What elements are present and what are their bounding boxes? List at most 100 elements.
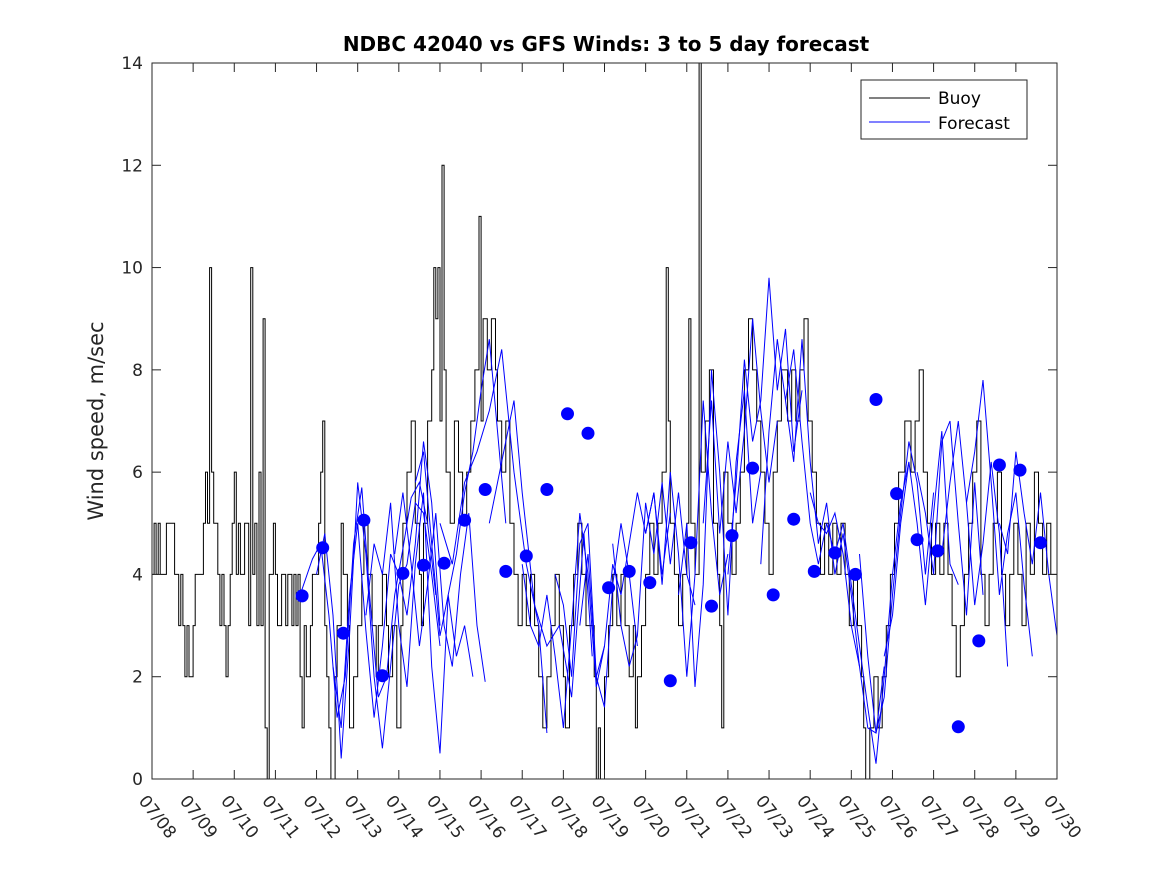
x-tick-label: 07/25 (833, 792, 879, 843)
marker-point (295, 589, 309, 603)
marker-point (910, 533, 924, 547)
marker-point (478, 483, 492, 496)
x-tick-label: 07/08 (134, 792, 180, 843)
x-tick-label: 07/17 (504, 792, 550, 843)
x-tick-label: 07/12 (299, 792, 345, 843)
marker-point (766, 588, 780, 602)
x-tick-label: 07/16 (463, 792, 509, 843)
series-forecast-run-25 (998, 451, 1058, 636)
x-tick-label: 07/26 (875, 792, 921, 843)
marker-point (417, 558, 430, 572)
plot-frame (151, 62, 1058, 780)
series-forecast-run-3 (365, 492, 474, 754)
y-tick-label: 8 (132, 361, 143, 381)
series-forecast-run-5 (414, 339, 507, 636)
marker-point (540, 483, 554, 496)
y-tick-label: 0 (132, 770, 143, 790)
marker-point (684, 536, 698, 550)
marker-point (951, 720, 965, 734)
x-axis: 07/0807/0907/1007/1107/1207/1307/1407/15… (134, 63, 1085, 843)
x-tick-label: 07/19 (587, 792, 633, 843)
y-tick-label: 12 (121, 156, 143, 176)
marker-point (663, 674, 677, 688)
x-tick-label: 07/14 (381, 792, 427, 843)
series-forecast-run-6 (439, 349, 548, 734)
x-tick-label: 07/10 (216, 792, 262, 843)
x-tick-label: 07/29 (998, 792, 1044, 843)
marker-point (992, 458, 1006, 472)
marker-point (1034, 536, 1047, 550)
legend-label-forecast: Forecast (938, 114, 1010, 134)
marker-point (643, 576, 657, 590)
y-tick-label: 2 (132, 668, 143, 688)
series-forecast-run-17 (785, 339, 860, 667)
marker-point (622, 564, 636, 578)
series-forecast-run-19 (834, 461, 910, 764)
x-tick-label: 07/09 (175, 792, 221, 843)
series-forecast-run-23 (941, 420, 1009, 667)
series-forecast-run-22 (916, 420, 984, 616)
y-axis-label: Wind speed, m/sec (84, 321, 108, 520)
legend-label-buoy: Buoy (938, 89, 981, 109)
series-forecast-run-8 (521, 513, 605, 728)
legend: Buoy Forecast (860, 79, 1028, 140)
x-tick-label: 07/24 (792, 792, 838, 843)
series-forecast-run-12 (645, 400, 729, 677)
marker-point (581, 426, 595, 440)
marker-point (787, 512, 801, 526)
marker-point (705, 599, 718, 613)
marker-point (375, 669, 389, 683)
marker-point (869, 393, 883, 406)
x-tick-label: 07/13 (340, 792, 386, 843)
marker-point (890, 487, 904, 501)
series-forecast-run-20 (859, 441, 935, 734)
marker-point (1013, 463, 1027, 477)
y-tick-label: 10 (121, 259, 143, 279)
chart-title: NDBC 42040 vs GFS Winds: 3 to 5 day fore… (343, 32, 870, 56)
marker-point (336, 626, 350, 640)
x-tick-label: 07/27 (916, 792, 962, 843)
x-tick-label: 07/21 (669, 792, 715, 843)
x-tick-label: 07/30 (1039, 792, 1085, 843)
marker-point (561, 407, 574, 421)
series-forecast-run-15 (727, 277, 803, 575)
x-tick-label: 07/15 (422, 792, 468, 843)
series-buoy-line (152, 62, 1057, 780)
marker-point (396, 566, 410, 580)
marker-point (746, 461, 760, 475)
marker-point (316, 541, 330, 555)
marker-point (357, 513, 371, 527)
x-tick-label: 07/28 (957, 792, 1003, 843)
series-forecast-run-24 (966, 380, 1033, 657)
series-forecast-run-4 (394, 492, 486, 682)
legend-box (860, 79, 1028, 140)
marker-point (437, 556, 451, 570)
y-tick-label: 4 (132, 565, 143, 585)
marker-point (828, 546, 842, 560)
marker-point (458, 513, 472, 527)
series-forecast-run-18 (809, 492, 885, 734)
y-axis: 0 2 4 6 8 10 12 14 (121, 54, 1057, 790)
plot-area (152, 62, 1058, 780)
y-tick-label: 14 (121, 54, 143, 74)
x-tick-label: 07/11 (257, 792, 303, 843)
x-tick-label: 07/20 (628, 792, 674, 843)
x-tick-label: 07/18 (545, 792, 591, 843)
series-forecast-run-13 (678, 369, 762, 687)
marker-point (972, 634, 986, 648)
marker-point (807, 564, 821, 578)
series-forecast-run-0 (299, 480, 437, 718)
series-forecast-run-14 (702, 318, 778, 534)
marker-point (499, 564, 513, 578)
series-forecast-run-7 (488, 400, 593, 698)
y-tick-label: 6 (132, 463, 143, 483)
marker-point (519, 549, 533, 563)
series-forecast-run-11 (612, 482, 696, 667)
x-tick-label: 07/23 (751, 792, 797, 843)
series-forecast-run-21 (883, 431, 959, 657)
x-tick-label: 07/22 (710, 792, 756, 843)
marker-point (602, 581, 616, 595)
series-forecast-run-1 (316, 482, 441, 759)
marker-point (725, 529, 739, 543)
